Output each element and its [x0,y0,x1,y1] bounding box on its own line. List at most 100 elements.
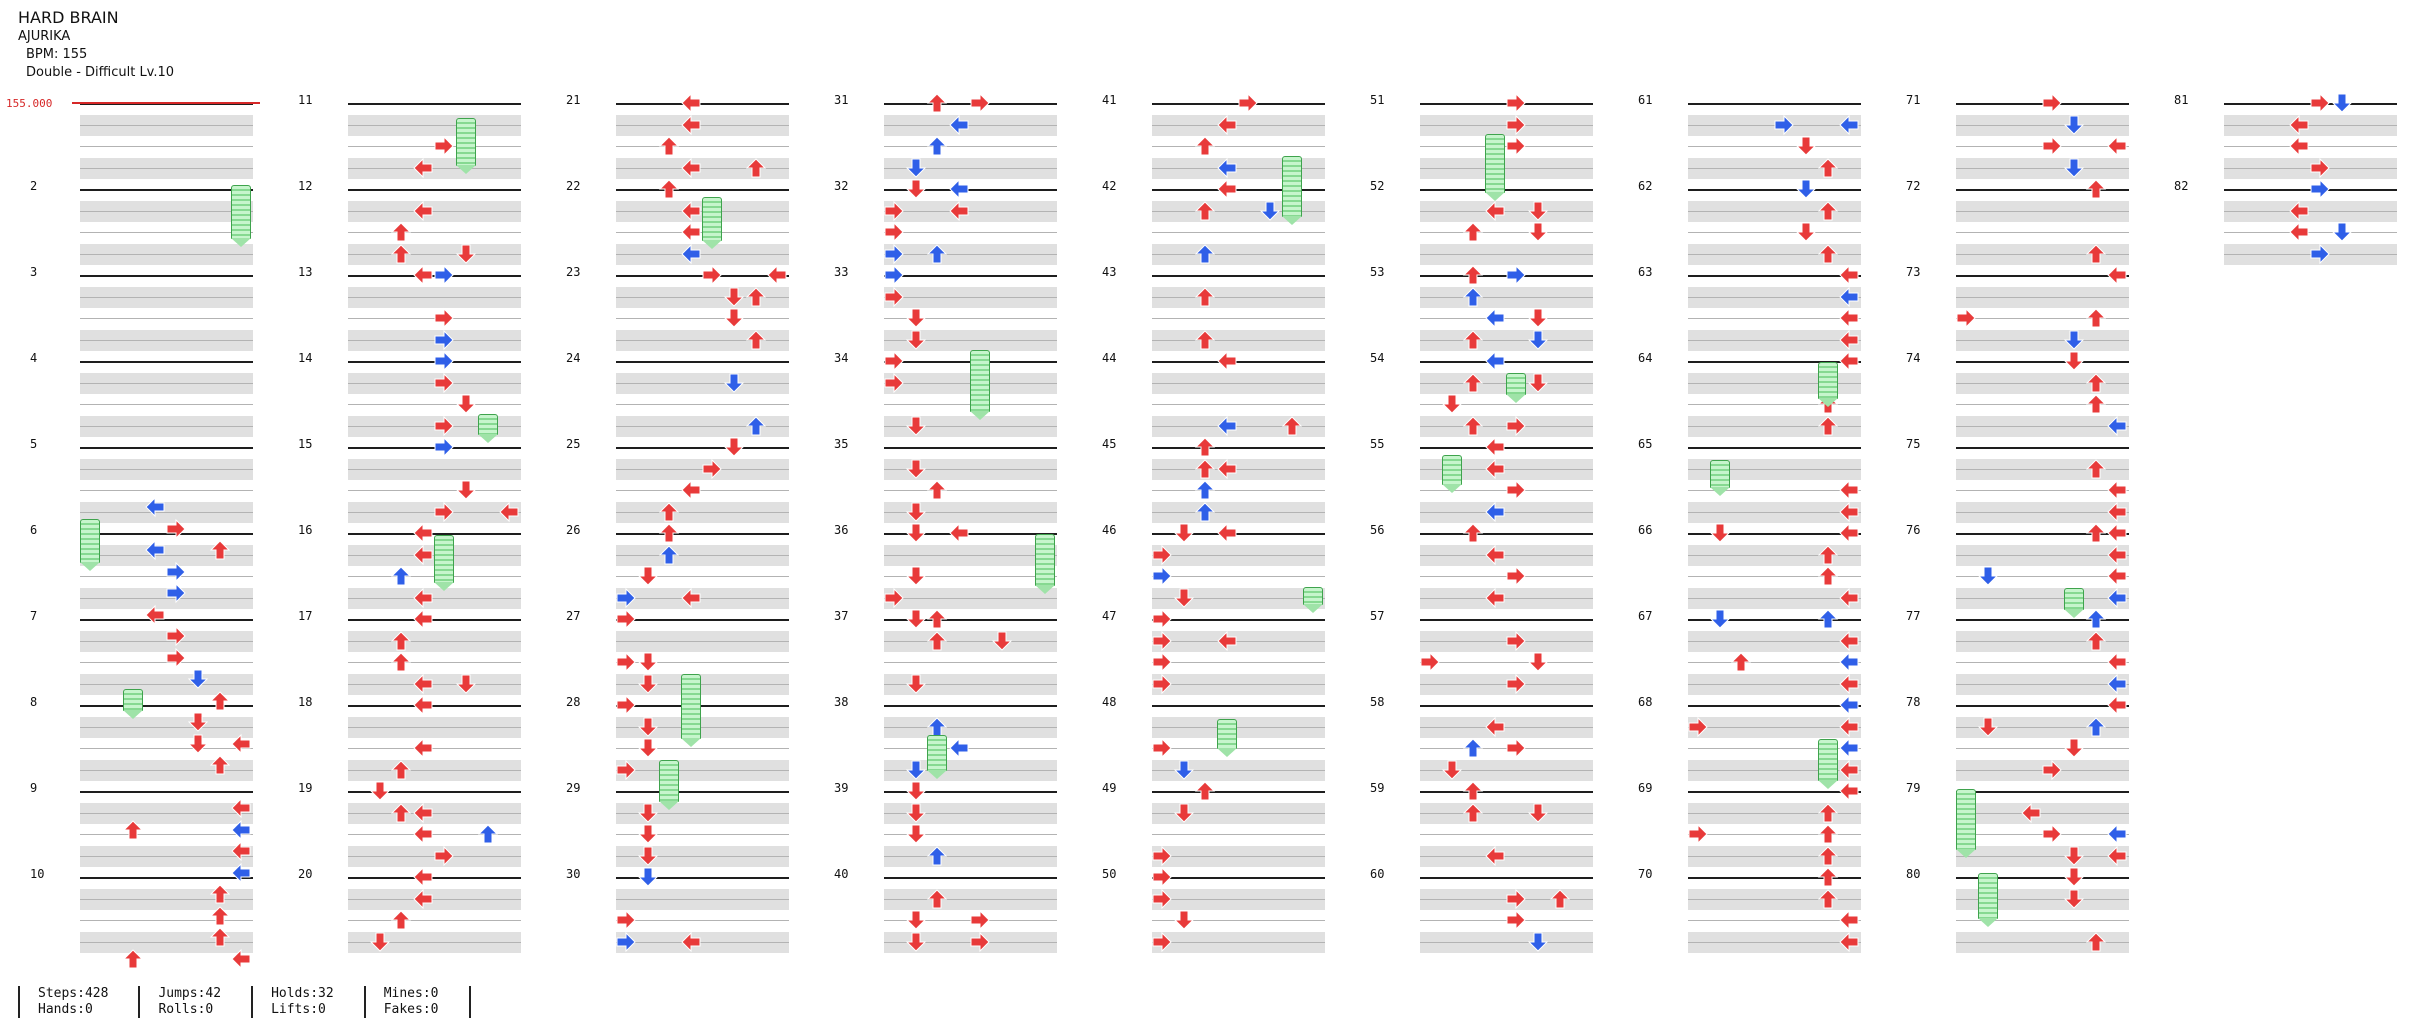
arrow-note-icon [369,931,391,953]
beat-line [348,490,521,491]
arrow-note-icon [723,372,745,394]
measure-line [1152,447,1325,449]
arrow-note-icon [2106,673,2128,695]
measure-line [1956,791,2129,793]
arrow-note-icon [1216,458,1238,480]
measure-number: 24 [566,351,581,365]
beat-line [1420,576,1593,577]
measure-number: 71 [1906,93,1921,107]
beat-line [1688,834,1861,835]
arrow-note-icon [2106,479,2128,501]
beat-line [1688,490,1861,491]
beat-line [1956,490,2129,491]
measure-number: 38 [834,695,849,709]
arrow-note-icon [1817,544,1839,566]
beat-line [1688,769,1861,771]
beat-line [1688,511,1861,513]
arrow-note-icon [905,458,927,480]
arrow-note-icon [680,92,702,114]
beat-line [80,662,253,663]
beat-line [80,812,253,814]
beat-line [1688,576,1861,577]
arrow-note-icon [658,522,680,544]
arrow-note-icon [1527,329,1549,351]
arrow-note-icon [926,888,948,910]
arrow-note-icon [1838,264,1860,286]
arrow-note-icon [455,479,477,501]
beat-line [1152,468,1325,470]
arrow-note-icon [2106,544,2128,566]
measure-number: 10 [30,867,45,881]
beat-line [884,769,1057,771]
arrow-note-icon [1484,200,1506,222]
stat-jumps: Jumps:42 [158,986,222,1001]
arrow-note-icon [658,178,680,200]
beat-line [80,726,253,728]
measure-line [1956,189,2129,191]
measure-line [616,447,789,449]
arrow-note-icon [1817,802,1839,824]
arrow-note-icon [1194,200,1216,222]
beat-line [1420,468,1593,470]
beat-line [884,683,1057,685]
arrow-note-icon [905,931,927,953]
measure-number: 13 [298,265,313,279]
arrow-note-icon [615,909,637,931]
measure-number: 51 [1370,93,1385,107]
beat-line [1152,726,1325,728]
measure-line [1956,533,2129,535]
arrow-note-icon [1462,522,1484,544]
beat-line [884,920,1057,921]
measure-number: 65 [1638,437,1653,451]
arrow-note-icon [948,522,970,544]
measure-number: 54 [1370,351,1385,365]
measure-number: 19 [298,781,313,795]
measure-line [616,189,789,191]
measure-line [1420,705,1593,707]
arrow-note-icon [1795,221,1817,243]
measure-line [1152,619,1325,621]
arrow-note-icon [1216,178,1238,200]
hold-note-icon [434,535,455,591]
arrow-note-icon [1838,286,1860,308]
arrow-note-icon [1151,931,1173,953]
beat-line [1152,683,1325,685]
arrow-note-icon [1484,307,1506,329]
arrow-note-icon [1687,823,1709,845]
measure-line [1420,361,1593,363]
arrow-note-icon [905,565,927,587]
hold-note-icon [927,735,948,779]
arrow-note-icon [455,243,477,265]
beat-line [884,640,1057,642]
beat-line [616,468,789,470]
beat-line [884,812,1057,814]
beat-line [348,339,521,341]
beat-line [1152,253,1325,255]
arrow-note-icon [905,329,927,351]
stat-group-holds: Holds:32 Lifts:0 [251,986,364,1018]
beat-line [616,576,789,577]
measure-number: 63 [1638,265,1653,279]
measure-number: 22 [566,179,581,193]
arrow-note-icon [658,501,680,523]
arrow-note-icon [2106,415,2128,437]
arrow-note-icon [637,673,659,695]
arrow-note-icon [905,415,927,437]
measure-number: 14 [298,351,313,365]
beat-line [1420,210,1593,212]
stat-holds: Holds:32 [271,986,334,1001]
beat-line [348,597,521,599]
measure-line [884,619,1057,621]
arrow-note-icon [926,135,948,157]
measure-number: 81 [2174,93,2189,107]
hold-note-icon [1977,873,1998,927]
arrow-note-icon [165,582,187,604]
measure-line [616,619,789,621]
beat-line [1688,640,1861,642]
beat-line [2224,210,2397,212]
arrow-note-icon [926,243,948,265]
arrow-note-icon [2063,866,2085,888]
arrow-note-icon [230,840,252,862]
arrow-note-icon [209,883,231,905]
song-header: HARD BRAIN AJURIKA BPM: 155 Double - Dif… [18,8,174,82]
